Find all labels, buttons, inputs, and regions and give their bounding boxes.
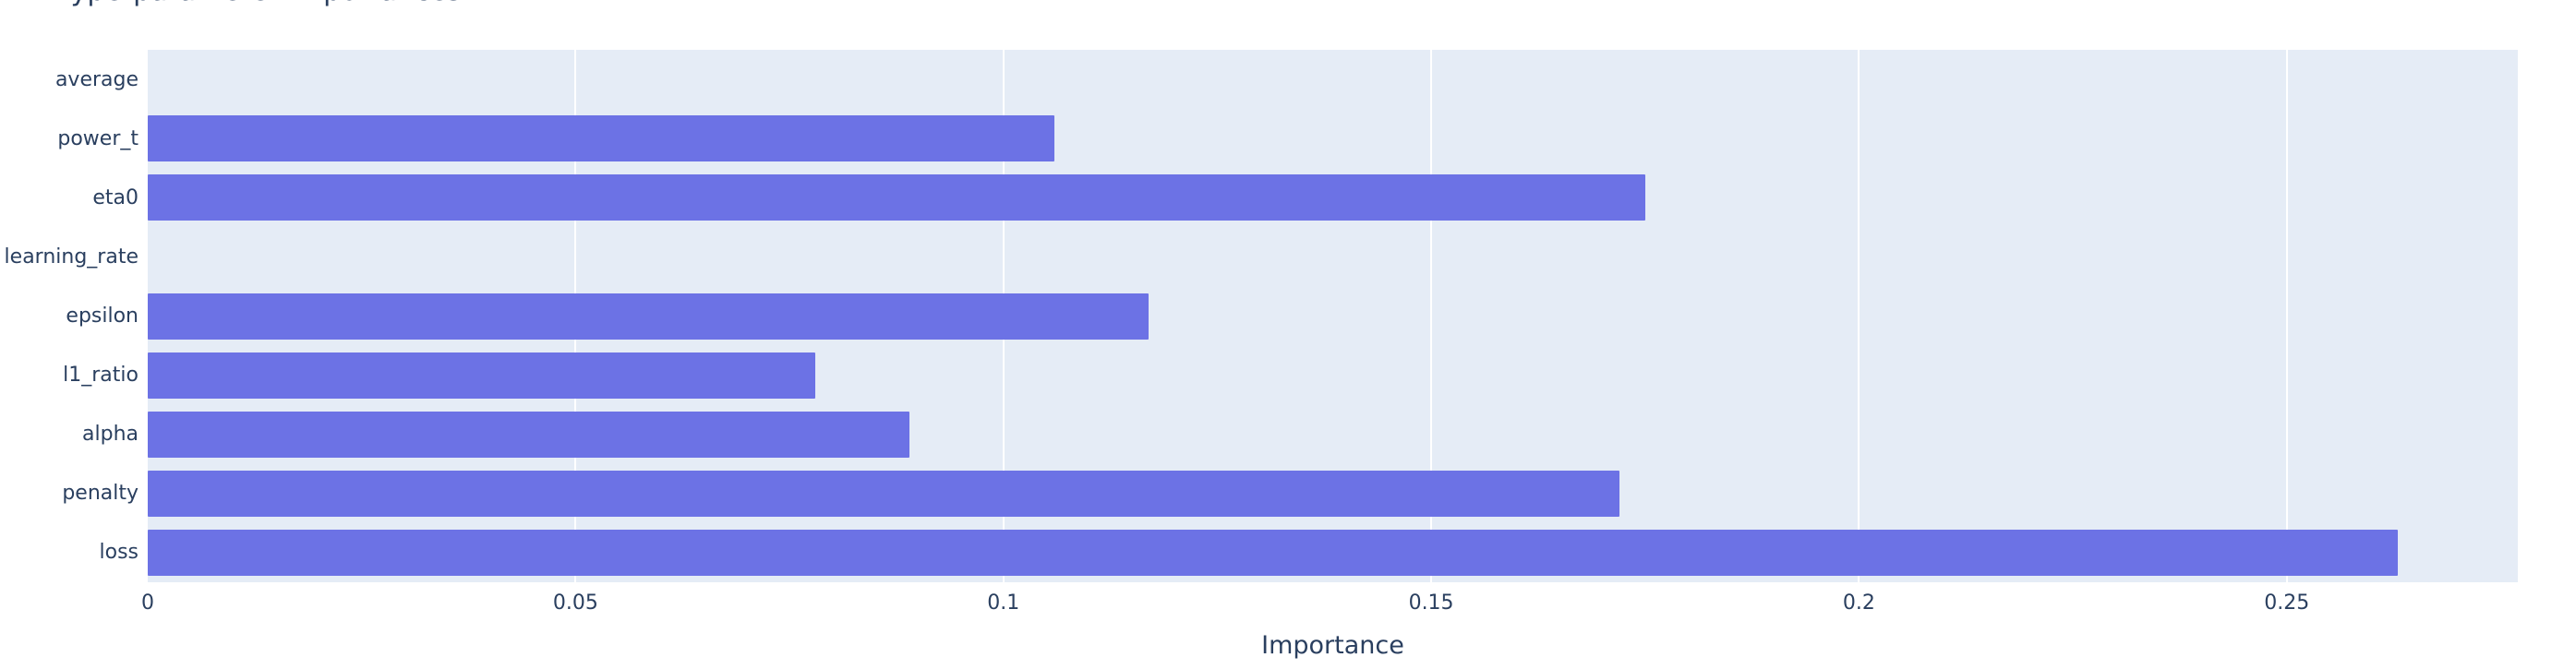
chart-title: Hyperparameter Importances	[50, 0, 462, 8]
bar-l1_ratio	[148, 352, 815, 399]
x-tick-label: 0.05	[552, 591, 598, 615]
x-tick-label: 0	[141, 591, 154, 615]
chart-title-text: Hyperparameter Importances	[50, 0, 462, 7]
gridline	[1858, 50, 1860, 582]
y-tick-label-power_t: power_t	[57, 126, 138, 150]
y-tick-label-loss: loss	[99, 541, 139, 565]
bar-eta0	[148, 174, 1645, 221]
gridline	[2285, 50, 2288, 582]
bar-power_t	[148, 115, 1055, 162]
bar-epsilon	[148, 293, 1150, 340]
y-tick-label-eta0: eta0	[92, 185, 138, 209]
y-tick-label-average: average	[54, 67, 138, 91]
gridline	[1430, 50, 1433, 582]
x-axis-ticks: 0 0.05 0.1 0.15 0.2 0.25	[141, 591, 2518, 619]
plot-area	[148, 50, 2518, 582]
y-tick-label-learning_rate: learning_rate	[4, 245, 138, 269]
x-tick-label: 0.2	[1842, 591, 1875, 615]
x-tick-label: 0.15	[1408, 591, 1454, 615]
bar-alpha	[148, 411, 909, 458]
y-tick-label-l1_ratio: l1_ratio	[63, 364, 138, 388]
bar-loss	[148, 529, 2399, 576]
x-axis-title: Importance	[1261, 631, 1404, 660]
bar-penalty	[148, 470, 1619, 517]
y-tick-label-alpha: alpha	[82, 423, 138, 447]
x-tick-label: 0.25	[2264, 591, 2310, 615]
y-tick-label-penalty: penalty	[62, 482, 138, 506]
y-tick-label-epsilon: epsilon	[66, 304, 138, 328]
x-tick-label: 0.1	[987, 591, 1020, 615]
